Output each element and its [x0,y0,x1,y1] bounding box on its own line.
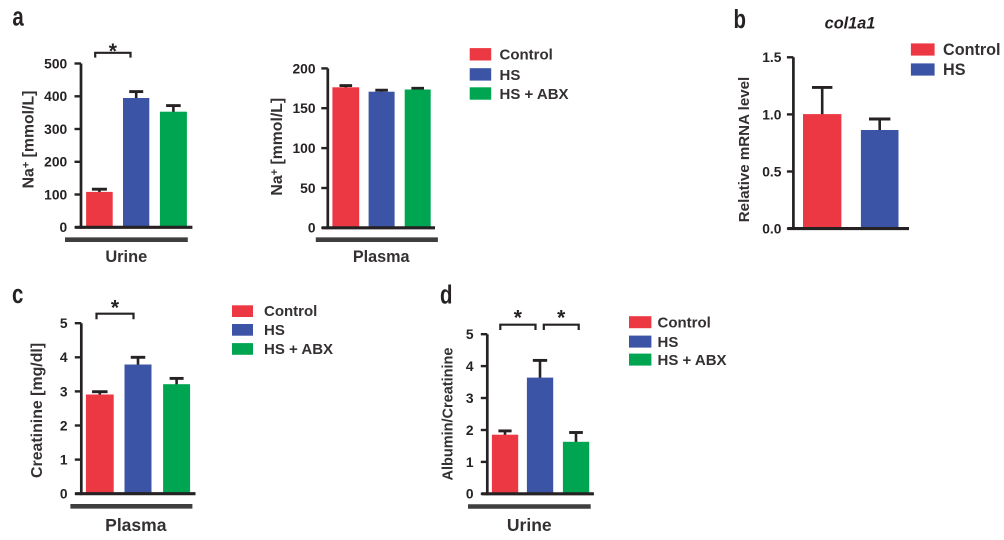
svg-text:Urine: Urine [105,248,147,266]
svg-text:HS: HS [658,334,679,351]
svg-text:4: 4 [60,350,68,365]
svg-text:HS: HS [500,67,521,84]
svg-text:5: 5 [466,327,474,342]
svg-text:0.0: 0.0 [762,222,782,237]
svg-text:100: 100 [44,187,67,202]
svg-text:5: 5 [60,316,68,331]
svg-text:Plasma: Plasma [105,515,167,535]
svg-text:HS: HS [943,61,966,79]
svg-text:2: 2 [466,423,474,438]
svg-text:a: a [12,2,23,31]
svg-text:Creatinine [mg/dl]: Creatinine [mg/dl] [29,343,46,478]
svg-text:150: 150 [292,101,315,116]
svg-text:Albumin/Creatinine: Albumin/Creatinine [441,348,457,481]
svg-text:Na+ [mmol/L]: Na+ [mmol/L] [269,98,286,196]
svg-text:400: 400 [44,89,67,104]
svg-text:col1a1: col1a1 [825,15,876,33]
svg-text:*: * [557,307,566,330]
svg-text:Control: Control [500,47,553,64]
svg-text:Urine: Urine [507,515,552,535]
svg-text:1: 1 [60,453,68,468]
svg-text:Control: Control [943,41,1001,59]
svg-text:Control: Control [658,314,711,331]
svg-text:4: 4 [466,359,474,374]
svg-text:3: 3 [466,391,474,406]
svg-text:200: 200 [44,155,67,170]
svg-text:0: 0 [60,220,68,235]
svg-text:1: 1 [466,455,474,470]
svg-text:b: b [734,5,746,34]
svg-text:HS + ABX: HS + ABX [658,352,727,369]
svg-text:0.5: 0.5 [762,164,782,179]
svg-text:*: * [514,307,523,330]
svg-text:0: 0 [308,221,316,236]
svg-text:1.5: 1.5 [762,50,782,65]
svg-text:0: 0 [466,487,474,502]
svg-text:Na+ [mmol/L]: Na+ [mmol/L] [20,91,37,189]
svg-text:Relative mRNA level: Relative mRNA level [736,77,753,222]
svg-text:*: * [109,40,118,63]
svg-text:d: d [440,280,452,309]
svg-text:HS: HS [264,322,285,339]
svg-text:2: 2 [60,418,68,433]
svg-text:c: c [12,280,23,309]
svg-text:*: * [111,296,120,319]
svg-text:HS + ABX: HS + ABX [264,341,333,358]
svg-text:HS + ABX: HS + ABX [500,86,569,103]
svg-text:200: 200 [292,61,315,76]
svg-text:100: 100 [292,141,315,156]
svg-text:Plasma: Plasma [353,248,411,266]
svg-text:300: 300 [44,122,67,137]
svg-text:Control: Control [264,303,317,320]
svg-text:500: 500 [44,56,67,71]
svg-text:50: 50 [300,181,316,196]
svg-text:3: 3 [60,384,68,399]
svg-text:0: 0 [60,487,68,502]
svg-text:1.0: 1.0 [762,107,782,122]
